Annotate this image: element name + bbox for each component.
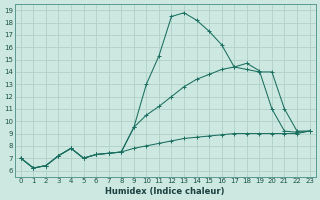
X-axis label: Humidex (Indice chaleur): Humidex (Indice chaleur)	[106, 187, 225, 196]
